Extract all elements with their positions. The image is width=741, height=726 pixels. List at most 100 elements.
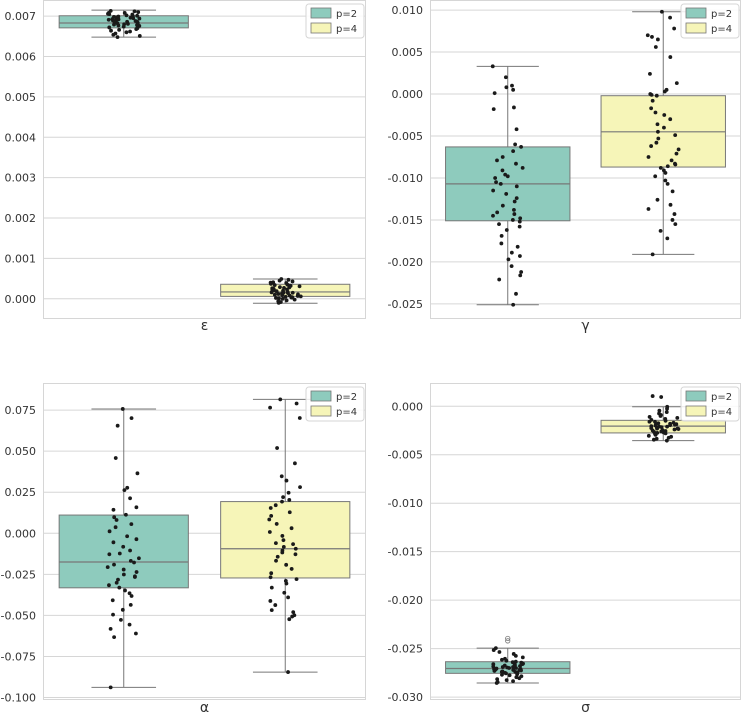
data-point xyxy=(271,286,276,291)
data-point xyxy=(125,485,130,490)
data-point xyxy=(504,228,509,232)
data-point xyxy=(665,164,670,169)
data-point xyxy=(646,207,651,211)
data-point xyxy=(665,424,669,429)
data-point xyxy=(491,213,495,218)
data-point xyxy=(494,180,498,185)
data-point xyxy=(269,513,274,518)
data-point xyxy=(517,676,522,681)
data-point xyxy=(503,75,508,80)
legend-swatch-p=2 xyxy=(310,390,332,402)
data-point xyxy=(664,410,669,414)
data-point xyxy=(664,438,669,443)
data-point xyxy=(670,218,675,222)
data-point xyxy=(511,302,516,307)
y-tick-label: -0.010 xyxy=(388,497,423,510)
data-point xyxy=(284,298,289,303)
chart-panel-2: -0.025 -0.020 -0.015 -0.010 -0.005 0.000 0.005… xyxy=(388,0,741,334)
data-point xyxy=(672,26,677,31)
data-point xyxy=(658,228,663,233)
data-point xyxy=(121,544,126,549)
legend-label: p=2 xyxy=(711,9,732,20)
data-point xyxy=(520,655,525,660)
data-point xyxy=(650,98,655,103)
data-point xyxy=(490,64,495,69)
data-point xyxy=(511,665,515,669)
y-tick-label: 0.007 xyxy=(5,10,37,23)
data-point xyxy=(674,151,679,156)
data-point xyxy=(505,174,510,179)
data-point xyxy=(111,540,116,545)
data-point xyxy=(267,530,272,534)
data-point xyxy=(491,648,496,652)
data-point xyxy=(498,181,503,186)
data-point xyxy=(672,212,677,216)
data-point xyxy=(511,87,516,92)
data-point xyxy=(269,608,274,613)
data-point xyxy=(515,244,520,249)
data-point xyxy=(268,575,273,580)
data-point xyxy=(280,534,285,538)
data-point xyxy=(124,30,129,35)
data-point xyxy=(511,149,516,154)
data-point xyxy=(298,294,303,299)
data-point xyxy=(663,418,668,423)
data-point xyxy=(518,254,522,258)
data-point xyxy=(673,222,678,227)
data-point xyxy=(121,567,126,572)
data-point xyxy=(648,71,652,76)
box-p=4 xyxy=(220,277,351,305)
data-point xyxy=(514,666,518,670)
data-point xyxy=(107,583,111,588)
data-point xyxy=(280,296,285,301)
data-point xyxy=(514,291,518,296)
data-point xyxy=(137,16,142,21)
legend-label: p=4 xyxy=(336,407,357,418)
y-tick-label: -0.005 xyxy=(388,449,423,462)
data-point xyxy=(272,292,277,297)
data-point xyxy=(107,529,112,534)
y-tick-label: 0.004 xyxy=(5,131,37,144)
data-point xyxy=(290,279,295,284)
data-point xyxy=(658,414,663,418)
data-point xyxy=(653,422,658,427)
data-point xyxy=(117,27,122,32)
data-point xyxy=(514,127,519,132)
data-point xyxy=(518,273,523,278)
data-point xyxy=(649,144,654,148)
legend-swatch-p=2 xyxy=(685,7,707,19)
data-point xyxy=(277,278,282,283)
y-tick-label: 0.000 xyxy=(392,400,424,413)
legend-label: p=2 xyxy=(711,392,732,403)
data-point xyxy=(663,178,668,183)
data-point xyxy=(672,427,677,432)
data-point xyxy=(284,478,289,483)
data-point xyxy=(492,667,496,671)
data-point xyxy=(499,241,504,246)
y-tick-label: 0.050 xyxy=(5,445,37,458)
box-p=4 xyxy=(220,397,351,674)
data-point xyxy=(506,257,511,262)
data-point xyxy=(500,665,505,669)
data-point xyxy=(499,233,504,238)
data-point xyxy=(112,635,117,639)
data-point xyxy=(115,423,120,428)
data-point xyxy=(268,506,273,510)
data-point xyxy=(122,488,127,492)
data-point xyxy=(286,490,291,495)
legend-label: p=4 xyxy=(711,407,732,418)
data-point xyxy=(514,675,519,680)
y-tick-label: 0.005 xyxy=(392,46,424,59)
data-point xyxy=(504,658,509,663)
data-point xyxy=(662,89,667,94)
data-point xyxy=(500,657,504,662)
legend-label: p=4 xyxy=(711,24,732,35)
data-point xyxy=(507,666,512,670)
data-point xyxy=(513,653,518,658)
y-tick-label: -0.020 xyxy=(388,594,423,607)
data-point xyxy=(278,397,283,402)
box-p=2 xyxy=(58,9,189,40)
data-point xyxy=(514,196,519,201)
data-point xyxy=(133,574,137,579)
legend-label: p=2 xyxy=(336,9,357,20)
